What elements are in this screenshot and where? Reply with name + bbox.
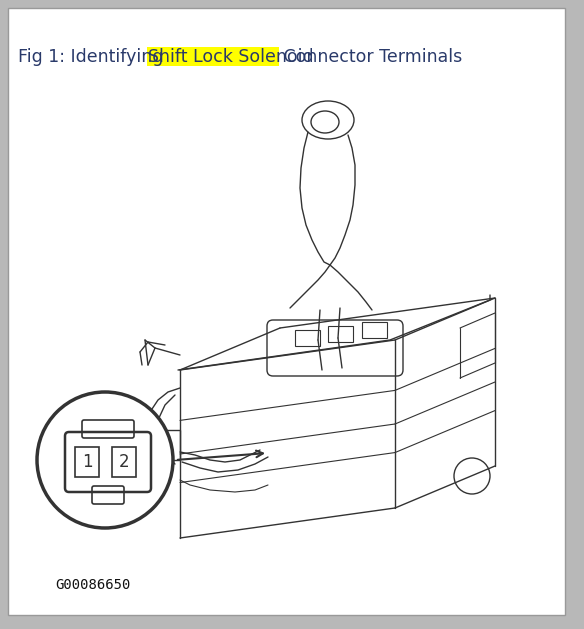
Bar <box>328 326 353 342</box>
Text: Shift Lock Solenoid: Shift Lock Solenoid <box>148 48 314 66</box>
Bar <box>158 430 180 460</box>
Text: 1: 1 <box>82 453 92 471</box>
Bar <box>112 447 136 477</box>
Bar <box>147 47 279 66</box>
Bar <box>362 322 387 338</box>
Text: 2: 2 <box>119 453 129 471</box>
Circle shape <box>37 392 173 528</box>
Text: G00086650: G00086650 <box>55 578 130 592</box>
Text: Connector Terminals: Connector Terminals <box>279 48 463 66</box>
Bar <box>75 447 99 477</box>
Text: Fig 1: Identifying: Fig 1: Identifying <box>18 48 169 66</box>
Bar <box>295 330 320 346</box>
